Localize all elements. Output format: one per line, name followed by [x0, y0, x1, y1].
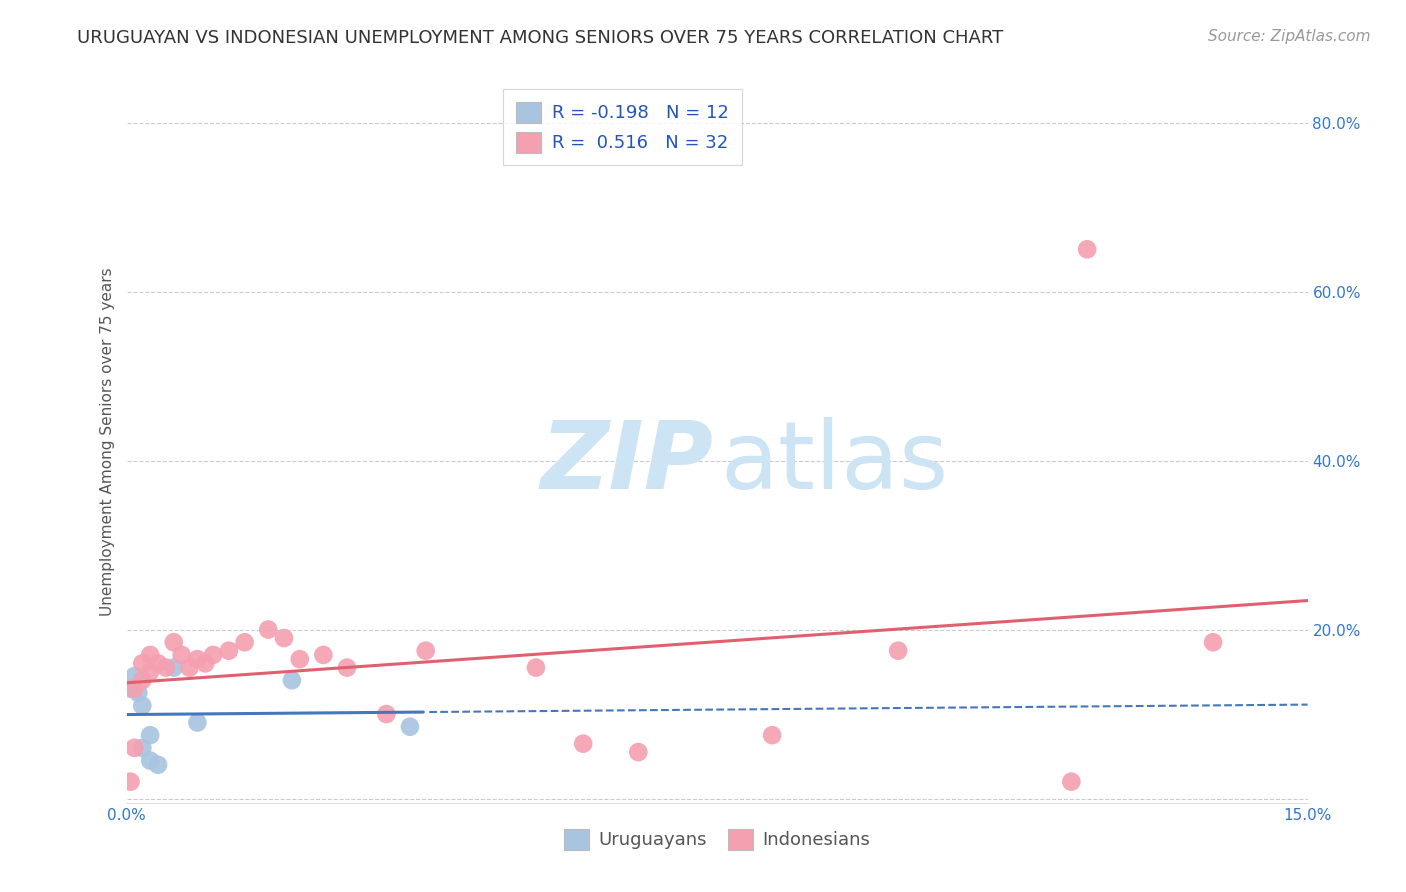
Text: URUGUAYAN VS INDONESIAN UNEMPLOYMENT AMONG SENIORS OVER 75 YEARS CORRELATION CHA: URUGUAYAN VS INDONESIAN UNEMPLOYMENT AMO… [77, 29, 1004, 46]
Point [139, 665, 162, 679]
Point [131, 740, 153, 755]
Legend: Uruguayans, Indonesians: Uruguayans, Indonesians [555, 820, 879, 859]
Point [218, 643, 240, 657]
Point [186, 715, 208, 730]
Point [336, 660, 359, 674]
Point [194, 657, 217, 671]
Point [170, 648, 193, 662]
Text: atlas: atlas [721, 417, 949, 509]
Point [202, 648, 225, 662]
Point [131, 657, 153, 671]
Point [312, 648, 335, 662]
Point [233, 635, 256, 649]
Point [179, 660, 201, 674]
Point [124, 740, 146, 755]
Point [281, 673, 304, 688]
Point [186, 652, 208, 666]
Y-axis label: Unemployment Among Seniors over 75 years: Unemployment Among Seniors over 75 years [100, 268, 115, 615]
Point [572, 737, 595, 751]
Point [1202, 635, 1225, 649]
Point [761, 728, 783, 742]
Point [257, 623, 280, 637]
Point [1076, 242, 1098, 256]
Point [524, 660, 547, 674]
Point [124, 669, 146, 683]
Point [139, 754, 162, 768]
Point [399, 720, 422, 734]
Point [273, 631, 295, 645]
Point [155, 660, 177, 674]
Point [415, 643, 437, 657]
Point [127, 686, 149, 700]
Point [163, 635, 186, 649]
Point [146, 757, 169, 772]
Point [139, 648, 162, 662]
Point [124, 681, 146, 696]
Point [120, 681, 142, 696]
Point [375, 707, 398, 722]
Point [146, 657, 169, 671]
Point [288, 652, 311, 666]
Text: ZIP: ZIP [541, 417, 713, 509]
Point [627, 745, 650, 759]
Point [131, 673, 153, 688]
Text: Source: ZipAtlas.com: Source: ZipAtlas.com [1208, 29, 1371, 44]
Point [887, 643, 910, 657]
Point [163, 660, 186, 674]
Point [139, 728, 162, 742]
Point [131, 698, 153, 713]
Point [120, 774, 142, 789]
Point [1060, 774, 1083, 789]
